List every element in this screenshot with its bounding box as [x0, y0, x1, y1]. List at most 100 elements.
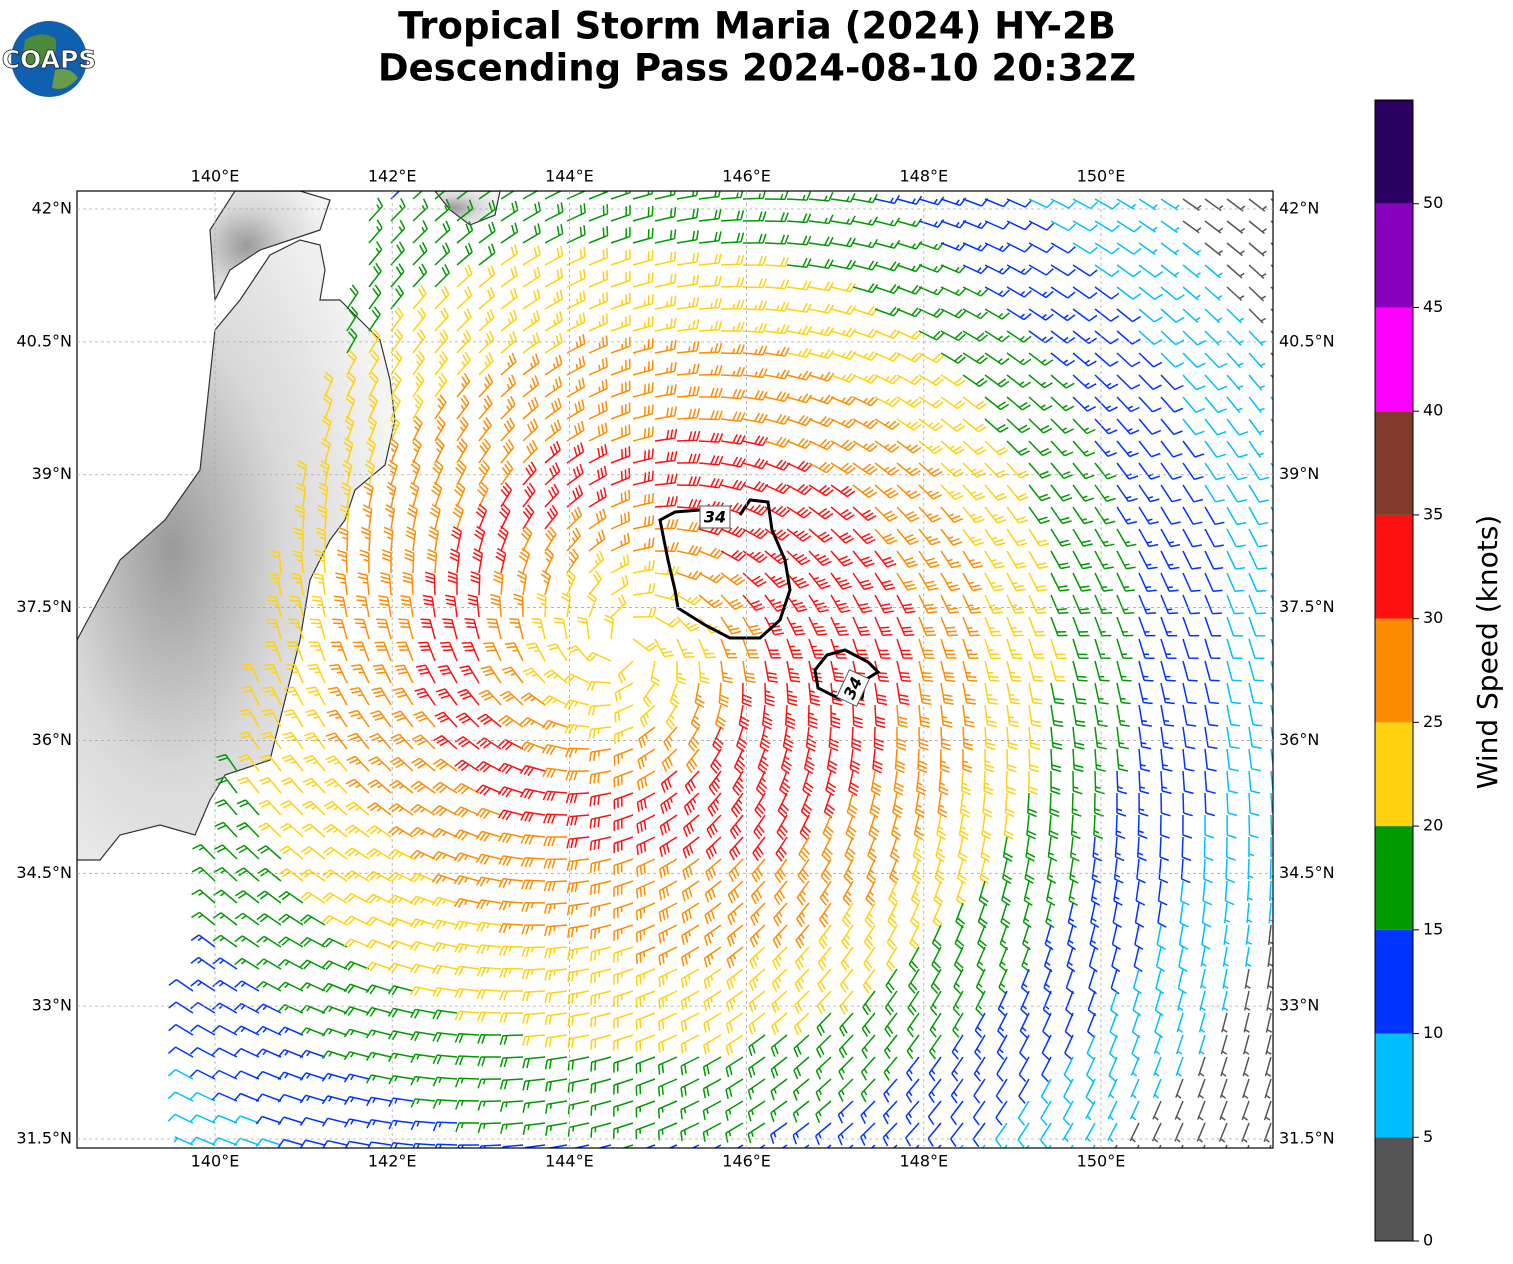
wind-barb: [667, 1144, 678, 1148]
wind-barb: [826, 748, 838, 774]
wind-barb: [974, 1034, 986, 1060]
wind-barb: [720, 638, 738, 659]
wind-barb: [713, 1144, 722, 1148]
wind-barb: [830, 638, 847, 659]
wind-barb: [409, 895, 436, 906]
wind-barb: [786, 257, 812, 268]
wind-barb: [321, 1050, 348, 1060]
wind-barb: [1155, 968, 1165, 995]
wind-barb: [434, 329, 449, 354]
wind-barb: [893, 770, 905, 796]
wind-barb: [234, 980, 260, 992]
wind-barb: [567, 946, 590, 960]
wind-barb: [211, 1069, 238, 1080]
wind-barb: [1138, 704, 1153, 727]
wind-barb: [910, 880, 921, 907]
wind-barb: [839, 990, 854, 1015]
wind-barb: [1248, 462, 1270, 481]
wind-barb: [284, 686, 304, 706]
wind-barb: [741, 682, 752, 707]
wind-barb: [299, 1116, 326, 1127]
wind-barb: [882, 1100, 898, 1125]
wind-barb: [613, 858, 634, 876]
wind-barb: [1266, 990, 1273, 1011]
wind-barb: [322, 823, 348, 838]
wind-barb: [896, 550, 919, 568]
wind-barb: [411, 734, 436, 750]
wind-barb: [344, 870, 370, 882]
wind-barb: [610, 554, 630, 574]
wind-barb: [1006, 550, 1027, 569]
wind-barb: [325, 732, 348, 750]
wind-barb: [962, 682, 977, 705]
wind-barb: [676, 616, 700, 632]
wind-barb: [962, 220, 989, 230]
wind-barb: [301, 800, 326, 816]
wind-barb: [1028, 638, 1045, 659]
wind-barb: [864, 902, 876, 929]
wind-barb: [632, 607, 657, 618]
wind-barb: [255, 1115, 282, 1125]
wind-barb: [1138, 286, 1164, 301]
wind-barb: [930, 990, 942, 1016]
wind-barb: [742, 211, 767, 222]
wind-barb: [1069, 836, 1080, 862]
wind-barb: [636, 858, 656, 877]
wind-barb: [816, 1012, 832, 1037]
wind-barb: [433, 735, 458, 750]
wind-barb: [874, 351, 901, 362]
wind-barb: [669, 682, 680, 709]
wind-barb: [896, 484, 921, 500]
wind-barb: [918, 550, 940, 569]
wind-barb: [962, 264, 989, 275]
wind-barb: [493, 570, 504, 596]
wind-barb: [1116, 528, 1137, 548]
wind-barb: [654, 473, 678, 486]
wind-barb: [522, 332, 540, 354]
wind-barb: [1094, 220, 1120, 233]
wind-barb: [368, 241, 383, 266]
wind-barb: [1116, 726, 1129, 750]
wind-barb: [317, 504, 328, 530]
wind-barb: [1270, 616, 1273, 626]
wind-barb: [1226, 594, 1244, 615]
wind-barb: [940, 219, 967, 229]
wind-barb: [632, 404, 654, 420]
wind-barb: [1160, 220, 1180, 234]
wind-barb: [434, 711, 458, 728]
wind-barb: [1204, 748, 1217, 772]
wind-barb: [1094, 682, 1109, 705]
wind-barb: [752, 836, 766, 862]
wind-barb: [590, 1122, 612, 1138]
wind-barb: [1204, 418, 1227, 436]
wind-barb: [292, 550, 304, 574]
wind-barb: [1178, 924, 1189, 950]
wind-barb: [896, 418, 922, 431]
wind-barb: [983, 770, 994, 796]
wind-barb: [1226, 396, 1243, 413]
wind-barb: [453, 782, 480, 795]
wind-barb: [795, 924, 810, 949]
wind-barb: [984, 330, 1010, 343]
wind-barb: [683, 814, 700, 837]
wind-barb: [1042, 990, 1052, 1017]
wind-barb: [1201, 902, 1212, 928]
wind-barb: [613, 792, 634, 810]
wind-barb: [378, 595, 392, 618]
colorbar-bin: [1375, 203, 1413, 308]
wind-barb: [896, 440, 922, 454]
wind-barb: [566, 203, 586, 222]
wind-barb: [808, 438, 835, 451]
wind-barb: [335, 572, 348, 596]
wind-barb: [346, 371, 357, 398]
wind-barb: [997, 990, 1008, 1017]
wind-barb: [467, 594, 480, 618]
wind-barb: [906, 1012, 920, 1038]
wind-barb: [322, 846, 348, 860]
wind-barb: [1182, 330, 1207, 346]
wind-barb: [830, 506, 855, 521]
wind-barb: [984, 572, 1004, 592]
wind-barb: [431, 896, 458, 907]
colorbar-bin: [1375, 411, 1413, 515]
wind-barb: [931, 924, 942, 951]
